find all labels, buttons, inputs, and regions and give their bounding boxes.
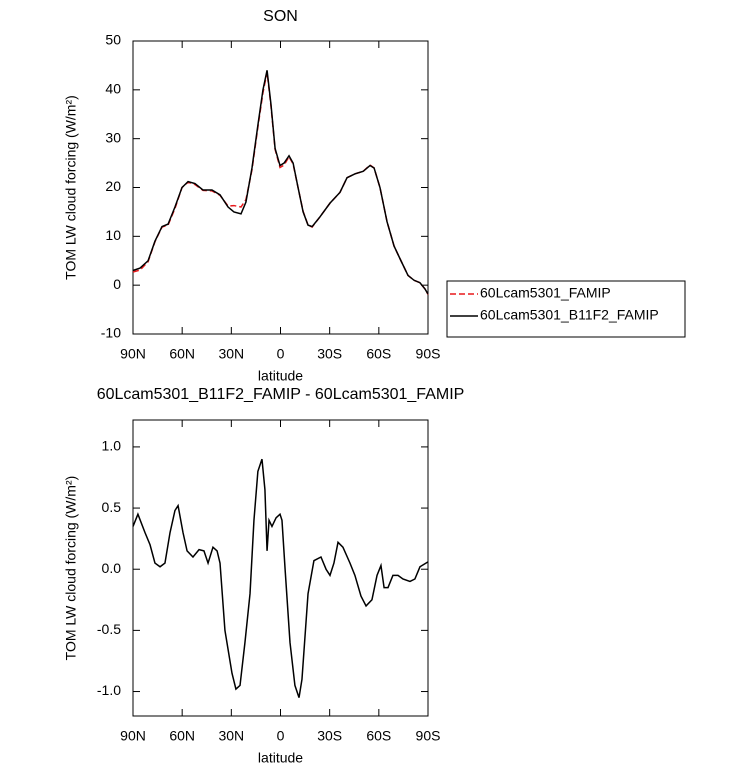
x-tick-label: 60N	[169, 346, 195, 362]
y-tick-label: 30	[105, 129, 121, 145]
y-axis-label: TOM LW cloud forcing (W/m²)	[63, 95, 79, 280]
y-tick-label: 0.5	[102, 499, 122, 515]
x-tick-label: 60N	[169, 728, 195, 744]
x-tick-label: 30S	[317, 346, 342, 362]
y-tick-label: -0.5	[97, 621, 121, 637]
x-tick-label: 30N	[218, 728, 244, 744]
plot-frame	[132, 40, 429, 335]
x-tick-label: 90S	[416, 346, 441, 362]
y-tick-label: 50	[105, 32, 121, 48]
y-tick-label: -1.0	[97, 682, 121, 698]
x-axis-label: latitude	[258, 368, 303, 384]
x-tick-label: 90N	[120, 346, 146, 362]
plot-frame	[132, 419, 429, 717]
chart-title: SON	[263, 8, 298, 25]
data-line	[132, 72, 429, 295]
y-tick-label: 40	[105, 81, 121, 97]
y-axis-label: TOM LW cloud forcing (W/m²)	[63, 476, 79, 661]
data-line	[132, 458, 429, 698]
y-tick-label: 0	[113, 276, 121, 292]
x-tick-label: 30N	[218, 346, 244, 362]
x-tick-label: 0	[277, 728, 285, 744]
x-tick-label: 90S	[416, 728, 441, 744]
y-tick-label: -10	[101, 325, 121, 341]
y-tick-label: 1.0	[102, 438, 122, 454]
legend-label: 60Lcam5301_B11F2_FAMIP	[480, 307, 659, 323]
chart-title: 60Lcam5301_B11F2_FAMIP - 60Lcam5301_FAMI…	[97, 386, 465, 403]
x-tick-label: 60S	[366, 346, 391, 362]
x-axis-label: latitude	[258, 750, 303, 766]
y-tick-label: 10	[105, 227, 121, 243]
x-tick-label: 60S	[366, 728, 391, 744]
y-tick-label: 20	[105, 178, 121, 194]
x-tick-label: 0	[277, 346, 285, 362]
legend-label: 60Lcam5301_FAMIP	[480, 285, 611, 301]
x-tick-label: 90N	[120, 728, 146, 744]
y-tick-label: 0.0	[102, 560, 122, 576]
legend-box	[446, 280, 686, 338]
x-tick-label: 30S	[317, 728, 342, 744]
data-line	[132, 70, 429, 295]
